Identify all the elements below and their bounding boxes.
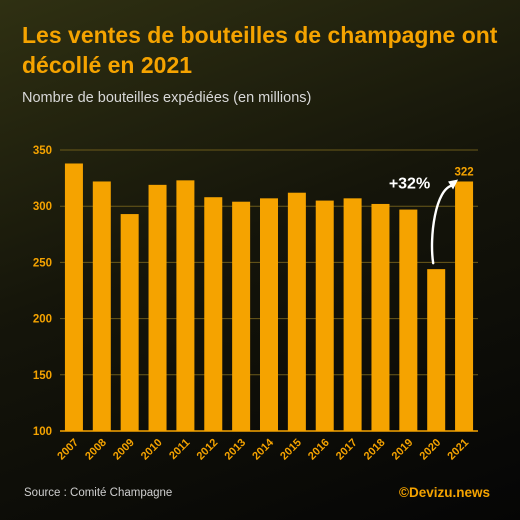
y-tick-label: 100 <box>33 426 52 438</box>
y-tick-label: 250 <box>33 257 52 269</box>
x-tick-label: 2010 <box>139 437 165 463</box>
arrow-icon <box>430 184 455 265</box>
x-tick-label: 2020 <box>418 437 444 463</box>
value-label-2021: 322 <box>454 166 473 178</box>
bar-2014 <box>260 198 278 431</box>
chart-subtitle: Nombre de bouteilles expédiées (en milli… <box>22 90 312 106</box>
x-tick-label: 2021 <box>445 437 471 463</box>
bar-2011 <box>176 180 195 431</box>
bar-2019 <box>399 209 418 431</box>
chart-title: Les ventes de bouteilles de champagne on… <box>22 22 498 78</box>
y-tick-label: 350 <box>33 145 52 157</box>
y-tick-label: 150 <box>33 370 52 382</box>
x-tick-label: 2014 <box>250 436 276 462</box>
x-tick-label: 2013 <box>222 437 248 463</box>
bar-2012 <box>204 197 223 431</box>
bar-2017 <box>343 198 362 431</box>
bar-2021 <box>455 181 474 431</box>
x-tick-label: 2017 <box>334 437 360 463</box>
x-tick-label: 2008 <box>83 437 109 463</box>
x-tick-label: 2007 <box>55 437 81 463</box>
bar-2015 <box>287 192 306 431</box>
x-tick-label: 2015 <box>278 437 304 463</box>
bar-2018 <box>371 203 390 431</box>
y-tick-label: 300 <box>33 201 52 213</box>
x-tick-label: 2009 <box>111 437 137 463</box>
bar-2020 <box>427 269 446 431</box>
bar-2016 <box>315 200 334 431</box>
bar-2013 <box>232 201 251 431</box>
bar-2008 <box>92 181 111 431</box>
bar-2009 <box>120 214 139 431</box>
y-tick-label: 200 <box>33 314 52 326</box>
x-tick-label: 2012 <box>195 437 221 463</box>
bar-2007 <box>64 163 83 431</box>
source-note: Source : Comité Champagne <box>24 487 173 499</box>
x-tick-label: 2016 <box>306 437 332 463</box>
arrowhead-icon <box>448 179 459 190</box>
x-tick-label: 2011 <box>167 437 192 462</box>
x-tick-label: 2019 <box>390 437 416 463</box>
bar-2010 <box>148 184 167 431</box>
x-tick-label: 2018 <box>362 437 388 463</box>
change-label: +32% <box>389 175 430 192</box>
credit-label: ©Devizu.news <box>399 485 490 500</box>
